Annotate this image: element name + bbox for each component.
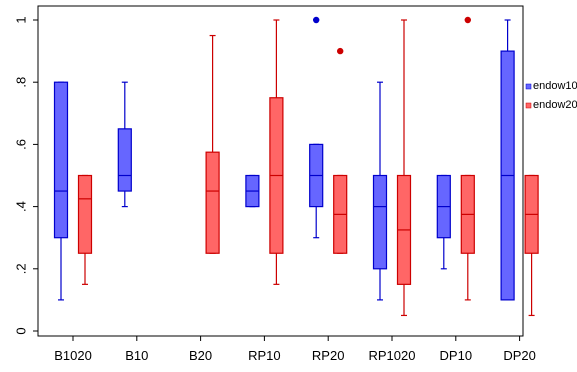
axes: 0 .2 .4 .6 .8 1 B1020 B10 B20 RP10 RP20 RP1020 DP10 D…	[13, 16, 535, 363]
x-tick-label: DP20	[503, 348, 536, 363]
box-endow20-RP1020	[396, 19, 412, 317]
box-endow10-B1020	[53, 81, 69, 301]
x-tick-label: B20	[189, 348, 212, 363]
box-endow20-RP20	[333, 47, 348, 254]
box-endow10-RP10	[245, 174, 260, 208]
y-tick-label: .2	[13, 263, 28, 274]
x-tick-label: RP20	[312, 348, 345, 363]
box-endow10-DP20	[500, 19, 515, 301]
outlier-point	[464, 16, 471, 24]
box-layer	[53, 16, 539, 317]
x-tick-label: RP10	[248, 348, 281, 363]
iqr-box	[205, 151, 220, 254]
iqr-box	[77, 174, 93, 254]
y-tick-label: .4	[13, 201, 28, 212]
y-tick-label: 0	[13, 327, 28, 334]
y-tick-label: .8	[13, 77, 28, 88]
box-endow20-RP10	[269, 19, 284, 285]
iqr-box	[53, 81, 69, 239]
x-tick-label: RP1020	[369, 348, 416, 363]
box-endow10-DP10	[436, 174, 451, 270]
box-endow10-B10	[117, 81, 132, 208]
outlier-point	[337, 47, 344, 55]
plot-frame	[37, 5, 524, 337]
legend-label-endow20: endow20	[533, 99, 577, 111]
box-endow10-RP1020	[372, 81, 388, 301]
iqr-box	[372, 174, 388, 270]
x-tick-label: DP10	[440, 348, 473, 363]
legend: endow10 endow20	[525, 80, 577, 111]
box-endow10-RP20	[309, 16, 324, 239]
x-tick-label: B10	[125, 348, 148, 363]
legend-swatch-endow10	[525, 83, 532, 90]
legend-label-endow10: endow10	[533, 80, 577, 92]
iqr-box	[117, 128, 132, 192]
y-tick-label: .6	[13, 139, 28, 150]
outlier-point	[313, 16, 320, 24]
x-tick-label: B1020	[54, 348, 92, 363]
y-tick-label: 1	[13, 16, 28, 23]
legend-swatch-endow20	[525, 102, 532, 109]
box-endow20-DP20	[524, 174, 539, 317]
box-endow20-B20	[205, 34, 220, 254]
box-endow20-B1020	[77, 174, 93, 285]
box-endow20-DP10	[460, 16, 475, 301]
